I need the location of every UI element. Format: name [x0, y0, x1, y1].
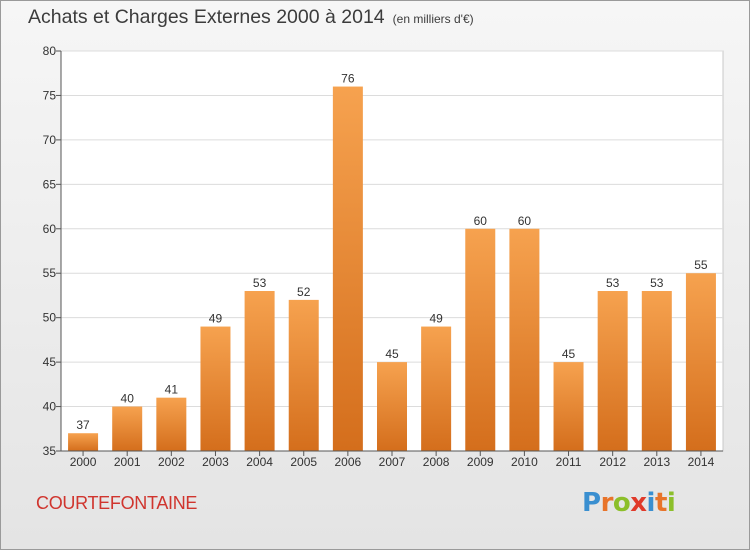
- x-tick-label: 2008: [423, 455, 450, 469]
- bar-value-label: 49: [209, 312, 223, 326]
- x-tick-label: 2001: [114, 455, 141, 469]
- bar: [244, 291, 275, 451]
- y-tick-label: 50: [43, 311, 57, 325]
- x-tick-label: 2010: [511, 455, 538, 469]
- logo-letter: r: [600, 488, 614, 518]
- x-tick-label: 2004: [246, 455, 273, 469]
- y-tick-label: 45: [43, 355, 57, 369]
- y-tick-label: 65: [43, 177, 57, 191]
- y-tick-label: 35: [43, 444, 57, 458]
- x-tick-label: 2012: [599, 455, 626, 469]
- chart-unit: (en milliers d'€): [392, 12, 474, 26]
- chart-title: Achats et Charges Externes 2000 à 2014 (e…: [28, 6, 474, 29]
- y-tick-label: 80: [43, 44, 57, 58]
- x-tick-label: 2002: [158, 455, 185, 469]
- bar: [597, 291, 628, 451]
- y-tick-label: 70: [43, 133, 57, 147]
- y-tick-label: 75: [43, 88, 57, 102]
- x-tick-label: 2013: [643, 455, 670, 469]
- bar: [377, 362, 407, 451]
- commune-name: COURTEFONTAINE: [36, 493, 198, 513]
- bar: [685, 273, 716, 451]
- bar-value-label: 53: [253, 276, 267, 290]
- bar-value-label: 52: [297, 285, 311, 299]
- bar-value-label: 53: [606, 276, 620, 290]
- bar: [288, 299, 319, 451]
- bar-value-label: 37: [76, 418, 90, 432]
- bar: [641, 291, 672, 451]
- bar-value-label: 76: [341, 72, 355, 86]
- bar-value-label: 45: [562, 347, 576, 361]
- chart-title-text: Achats et Charges Externes 2000 à 2014: [28, 6, 385, 28]
- y-tick-label: 40: [43, 400, 57, 414]
- logo-letter: o: [612, 488, 631, 518]
- x-tick-label: 2000: [70, 455, 97, 469]
- x-tick-label: 2009: [467, 455, 494, 469]
- bar: [509, 228, 540, 451]
- bar: [68, 433, 99, 451]
- logo-letter: i: [666, 488, 676, 518]
- proxiti-logo: Proxiti: [582, 488, 676, 518]
- bar-value-label: 53: [650, 276, 664, 290]
- x-tick-label: 2011: [556, 455, 582, 469]
- logo-letter: P: [582, 488, 601, 518]
- x-tick-label: 2006: [335, 455, 362, 469]
- bar-value-label: 60: [518, 214, 532, 228]
- x-tick-label: 2005: [290, 455, 317, 469]
- bar: [200, 326, 231, 451]
- bar: [553, 362, 584, 451]
- logo-letter: i: [646, 488, 656, 518]
- bar: [156, 397, 187, 451]
- x-tick-label: 2007: [379, 455, 406, 469]
- bar-value-label: 60: [474, 214, 488, 228]
- bar-value-label: 55: [694, 258, 708, 272]
- logo-letter: t: [654, 488, 667, 518]
- logo-letter: x: [630, 488, 647, 518]
- bar: [465, 228, 496, 451]
- bar-value-label: 41: [165, 383, 179, 397]
- bar: [112, 406, 143, 451]
- bar-value-label: 40: [121, 392, 135, 406]
- y-tick-label: 55: [43, 266, 57, 280]
- bar-value-label: 45: [385, 347, 399, 361]
- x-tick-label: 2014: [688, 455, 715, 469]
- x-tick-label: 2003: [202, 455, 229, 469]
- bar-value-label: 49: [429, 312, 443, 326]
- bar: [421, 326, 452, 451]
- y-tick-label: 60: [43, 222, 57, 236]
- bar: [332, 86, 363, 452]
